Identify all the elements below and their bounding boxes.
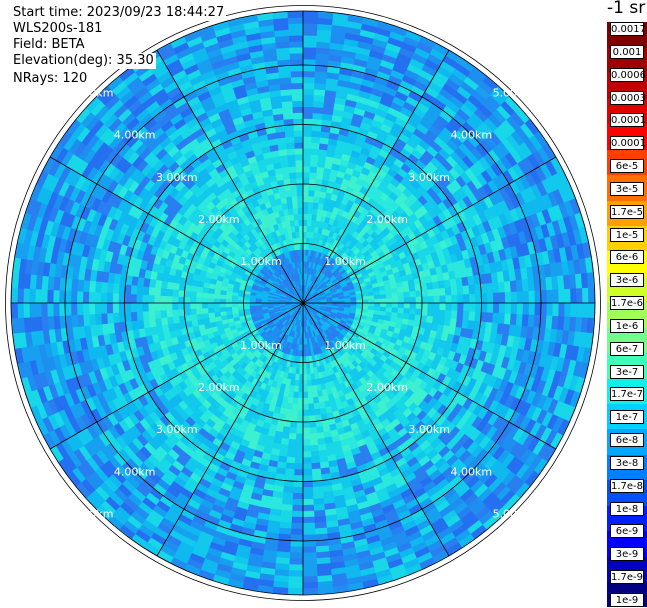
spoke-60	[302, 156, 557, 304]
start-time-label: Start time: 2023/09/23 18:44:27	[11, 5, 227, 21]
colorbar-tick-label: 6e-8	[610, 433, 644, 448]
colorbar-tick-label: 1.7e-7	[610, 387, 644, 402]
ring-label: 2.00km	[366, 213, 408, 226]
colorbar-tick-label: 1e-5	[610, 227, 644, 242]
colorbar-unit-label: -1 sr	[607, 0, 645, 18]
colorbar-tick-label: 1.7e-5	[610, 204, 644, 219]
colorbar-tick-label: 1e-8	[610, 501, 644, 516]
spoke-330	[156, 49, 304, 304]
ring-label: 5.00km	[493, 87, 535, 100]
colorbar-tick-label: 0.0006	[610, 67, 646, 82]
colorbar-tick-label: 3e-6	[610, 273, 644, 288]
ring-label: 5.00km	[72, 87, 114, 100]
ring-label: 1.00km	[324, 339, 366, 352]
colorbar-tick-label: 0.0003	[610, 90, 646, 105]
colorbar-tick-label: 0.0017	[610, 22, 646, 36]
spoke-30	[302, 49, 450, 304]
colorbar-tick-label: 6e-7	[610, 341, 644, 356]
device-label: WLS200s-181	[11, 21, 105, 37]
field-label: Field: BETA	[11, 37, 87, 53]
ring-label: 2.00km	[198, 381, 240, 394]
ring-label: 1.00km	[240, 339, 282, 352]
colorbar-tick-label: 1e-9	[610, 593, 644, 607]
colorbar-tick-label: 1.7e-6	[610, 296, 644, 311]
spoke-210	[156, 302, 304, 557]
nrays-label: NRays: 120	[11, 71, 90, 87]
colorbar-tick-label: 3e-9	[610, 547, 644, 562]
colorbar-tick-label: 1.7e-8	[610, 478, 644, 493]
colorbar-tick-label: 6e-6	[610, 250, 644, 265]
colorbar-tick-label: 6e-5	[610, 159, 644, 174]
ring-label: 2.00km	[198, 213, 240, 226]
colorbar-tick-label: 0.001	[610, 44, 644, 59]
spoke-240	[49, 302, 304, 450]
ring-label: 3.00km	[408, 423, 450, 436]
ring-label: 4.00km	[451, 129, 493, 142]
colorbar-tick-label: 0.0001	[610, 136, 646, 151]
spoke-300	[49, 156, 304, 304]
ring-label: 1.00km	[324, 255, 366, 268]
colorbar: 1e-9 1.7e-9 3e-9 6e-9 1e-8 1.7e-8 3e-8 6e-8 1e-7…	[607, 22, 647, 608]
ring-label: 5.00km	[72, 507, 114, 520]
ring-label: 3.00km	[408, 171, 450, 184]
ring-label: 3.00km	[156, 171, 198, 184]
colorbar-tick-label: 3e-7	[610, 364, 644, 379]
colorbar-tick-label: 0.00017	[610, 113, 647, 128]
ring-label: 1.00km	[240, 255, 282, 268]
ring-label: 2.00km	[366, 381, 408, 394]
spoke-150	[302, 302, 450, 557]
ring-label: 4.00km	[114, 129, 156, 142]
ring-label: 3.00km	[156, 423, 198, 436]
elevation-label: Elevation(deg): 35.30	[11, 53, 156, 69]
colorbar-tick-label: 1e-6	[610, 318, 644, 333]
colorbar-tick-label: 1e-7	[610, 410, 644, 425]
polar-plot: 1.00km 1.00km 1.00km 1.00km 2.00km 2.00km 2.00…	[5, 5, 601, 601]
colorbar-tick-label: 3e-5	[610, 181, 644, 196]
colorbar-tick-label: 6e-9	[610, 524, 644, 539]
range-ring-5	[5, 5, 601, 601]
ring-label: 4.00km	[114, 465, 156, 478]
colorbar-tick-label: 1.7e-9	[610, 570, 644, 585]
ring-label: 4.00km	[451, 465, 493, 478]
colorbar-tick-label: 3e-8	[610, 455, 644, 470]
ring-label: 5.00km	[493, 507, 535, 520]
spoke-120	[302, 302, 557, 450]
